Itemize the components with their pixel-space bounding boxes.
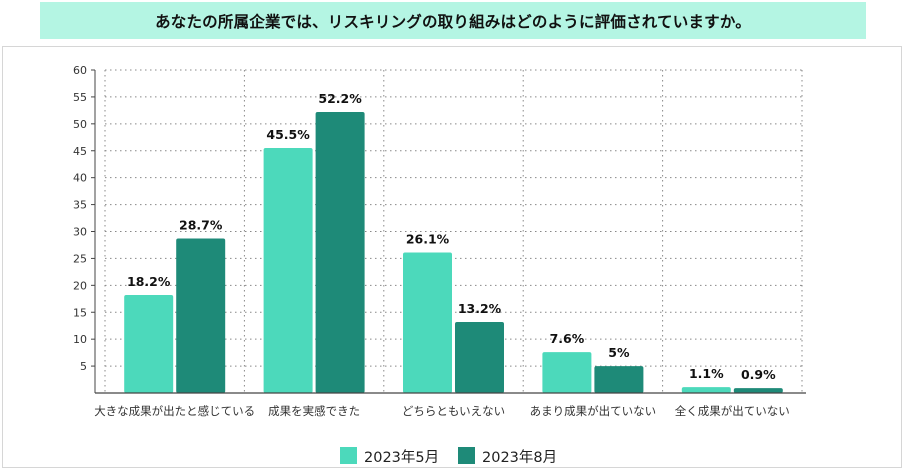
data-label: 0.9% [741, 367, 776, 382]
data-label: 28.7% [179, 217, 223, 232]
x-tick-label: どちらともいえない [402, 404, 505, 418]
legend-label: 2023年8月 [482, 449, 557, 466]
x-tick-label: 成果を実感できた [268, 404, 360, 418]
x-tick-label: 大きな成果が出たと感じている [94, 404, 255, 418]
x-tick-label: あまり成果が出ていない [530, 404, 657, 418]
bar-aug-3 [594, 366, 644, 393]
legend: 2023年5月 2023年8月 [340, 447, 557, 466]
grid-layer [104, 69, 803, 393]
data-label: 18.2% [127, 274, 171, 289]
bar-may-3 [542, 352, 592, 393]
data-label: 52.2% [318, 91, 362, 106]
y-tick-label: 5 [80, 360, 87, 373]
y-tick-label: 45 [73, 145, 87, 158]
bar-aug-4 [733, 388, 783, 393]
data-label: 45.5% [266, 127, 310, 142]
bar-may-1 [263, 148, 313, 393]
legend-label: 2023年5月 [364, 449, 439, 466]
y-tick-label: 25 [73, 252, 87, 265]
y-tick-label: 10 [73, 333, 87, 346]
chart-title: あなたの所属企業では、リスキリングの取り組みはどのように評価されていますか。 [40, 2, 866, 39]
bar-may-2 [403, 252, 452, 393]
bar-aug-2 [455, 321, 504, 393]
data-label: 5% [608, 345, 630, 360]
bar-may-4 [681, 387, 731, 393]
y-tick-label: 30 [73, 226, 87, 239]
y-tick-label: 55 [73, 91, 87, 104]
bar-may-0 [124, 295, 174, 393]
bar-aug-1 [315, 111, 365, 394]
legend-swatch [340, 447, 357, 464]
data-label: 13.2% [458, 301, 502, 316]
y-tick-label: 60 [73, 64, 87, 77]
y-tick-label: 15 [73, 306, 87, 319]
data-label: 1.1% [689, 366, 724, 381]
data-label: 7.6% [550, 331, 585, 346]
bar-aug-0 [176, 238, 226, 393]
y-tick-label: 20 [73, 279, 87, 292]
axis-layer: 大きな成果が出たと感じている 成果を実感できた どちらともいえない あまり成果が出てい… [73, 64, 806, 418]
y-tick-label: 50 [73, 118, 87, 131]
chart-frame [2, 46, 902, 468]
data-label: 26.1% [406, 231, 450, 246]
y-tick-label: 40 [73, 172, 87, 185]
y-tick-label: 35 [73, 199, 87, 212]
x-tick-label: 全く成果が出ていない [675, 404, 790, 418]
bars-layer: 18.2% 28.7% 45.5% 52.2% 26.1% 13.2% 7.6% 5% 1.1%… [124, 91, 783, 394]
legend-swatch [458, 447, 475, 464]
